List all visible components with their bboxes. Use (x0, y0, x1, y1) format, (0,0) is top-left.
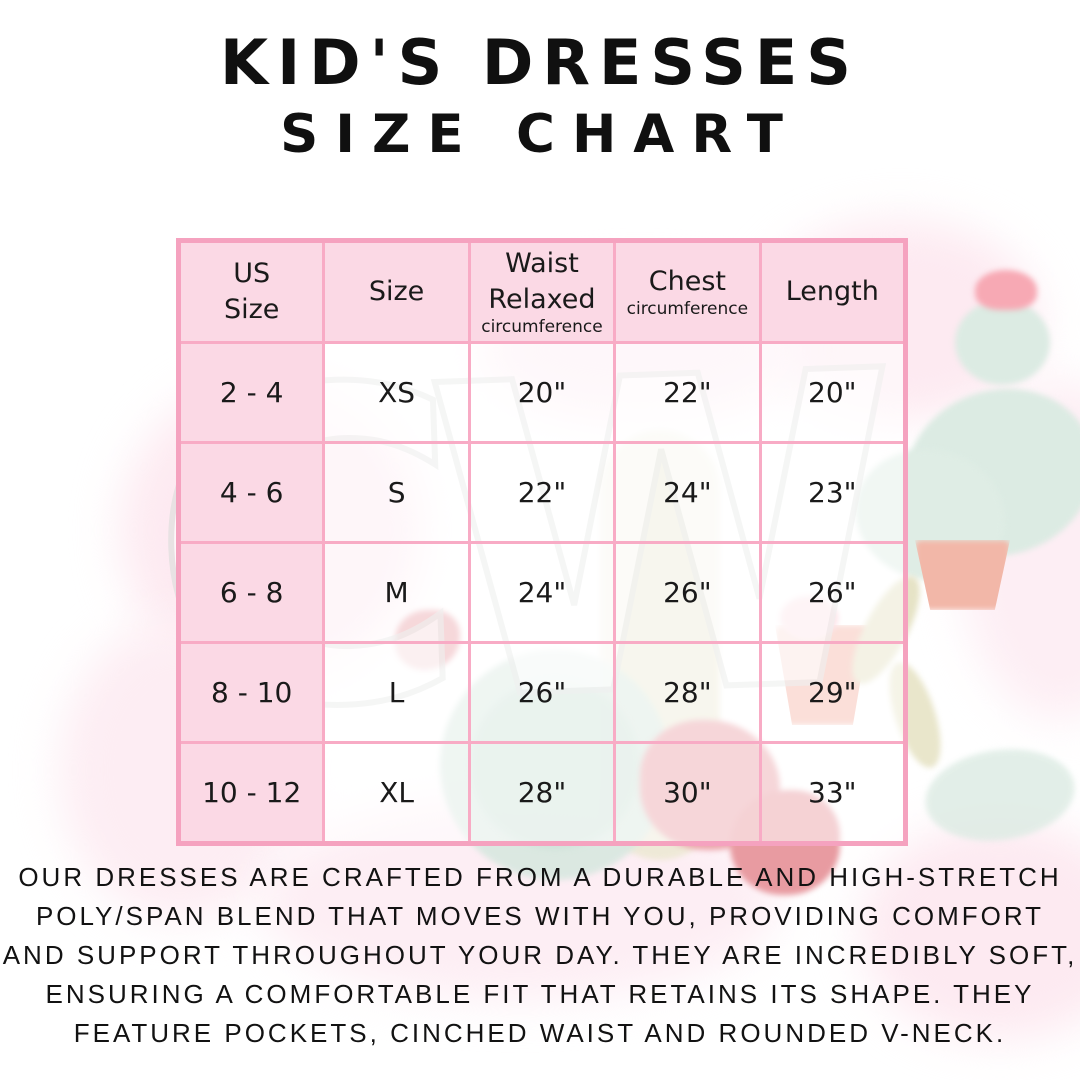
table-header-row: US Size Size Waist Relaxed circumference… (176, 239, 908, 344)
header-cell-length: Length (758, 239, 908, 344)
header-text: US (233, 258, 271, 289)
cell-us-size: 4 - 6 (176, 441, 326, 544)
cell-length: 23" (758, 441, 908, 544)
cell-length: 26" (758, 541, 908, 644)
description-line: POLY/SPAN BLEND THAT MOVES WITH YOU, PRO… (35, 901, 1045, 931)
watermark-pot (915, 540, 1010, 610)
header-text: Relaxed (488, 284, 596, 315)
cell-size: XL (322, 741, 471, 845)
title-block: KID'S DRESSES SIZE CHART (0, 26, 1080, 165)
cell-size: L (322, 641, 471, 744)
cell-size: XS (322, 341, 471, 444)
table-row: 8 - 10 L 26" 28" 29" (176, 641, 908, 744)
header-subtext: circumference (626, 299, 749, 319)
cell-chest: 24" (613, 441, 762, 544)
cell-waist: 20" (467, 341, 617, 444)
cell-us-size: 6 - 8 (176, 541, 326, 644)
table-row: 4 - 6 S 22" 24" 23" (176, 441, 908, 544)
cell-waist: 24" (467, 541, 617, 644)
table-row: 2 - 4 XS 20" 22" 20" (176, 341, 908, 444)
header-text: Chest (648, 266, 726, 297)
header-cell-us-size: US Size (176, 239, 326, 344)
cell-waist: 22" (467, 441, 617, 544)
cell-length: 29" (758, 641, 908, 744)
cell-length: 33" (758, 741, 908, 845)
table-row: 10 - 12 XL 28" 30" 33" (176, 741, 908, 845)
watermark-cactus-flower (975, 270, 1037, 310)
table-row: 6 - 8 M 24" 26" 26" (176, 541, 908, 644)
cell-waist: 28" (467, 741, 617, 845)
header-subtext: circumference (481, 317, 603, 337)
cell-waist: 26" (467, 641, 617, 744)
watermark-cactus-pad (955, 300, 1050, 385)
cell-size: M (322, 541, 471, 644)
page-subtitle: SIZE CHART (280, 104, 800, 165)
page-title: KID'S DRESSES (220, 26, 860, 99)
cell-chest: 22" (613, 341, 762, 444)
cell-size: S (322, 441, 471, 544)
product-description: OUR DRESSES ARE CRAFTED FROM A DURABLE A… (0, 858, 1080, 1053)
header-text: Size (368, 276, 425, 307)
header-text: Length (785, 276, 879, 307)
watercolor-blob (860, 820, 1080, 1040)
header-text: Size (223, 294, 280, 325)
cell-chest: 30" (613, 741, 762, 845)
cell-us-size: 10 - 12 (176, 741, 326, 845)
description-line: FEATURE POCKETS, CINCHED WAIST AND ROUND… (73, 1018, 1007, 1048)
cell-chest: 28" (613, 641, 762, 744)
cell-chest: 26" (613, 541, 762, 644)
size-chart-table: US Size Size Waist Relaxed circumference… (176, 238, 908, 846)
cell-length: 20" (758, 341, 908, 444)
cell-us-size: 2 - 4 (176, 341, 326, 444)
description-line: AND SUPPORT THROUGHOUT YOUR DAY. THEY AR… (2, 940, 1078, 970)
header-text: Waist (505, 248, 579, 279)
header-cell-waist: Waist Relaxed circumference (467, 239, 617, 344)
header-cell-chest: Chest circumference (613, 239, 762, 344)
header-cell-size: Size (322, 239, 471, 344)
description-line: OUR DRESSES ARE CRAFTED FROM A DURABLE A… (18, 862, 1062, 892)
cell-us-size: 8 - 10 (176, 641, 326, 744)
description-line: ENSURING A COMFORTABLE FIT THAT RETAINS … (45, 979, 1035, 1009)
